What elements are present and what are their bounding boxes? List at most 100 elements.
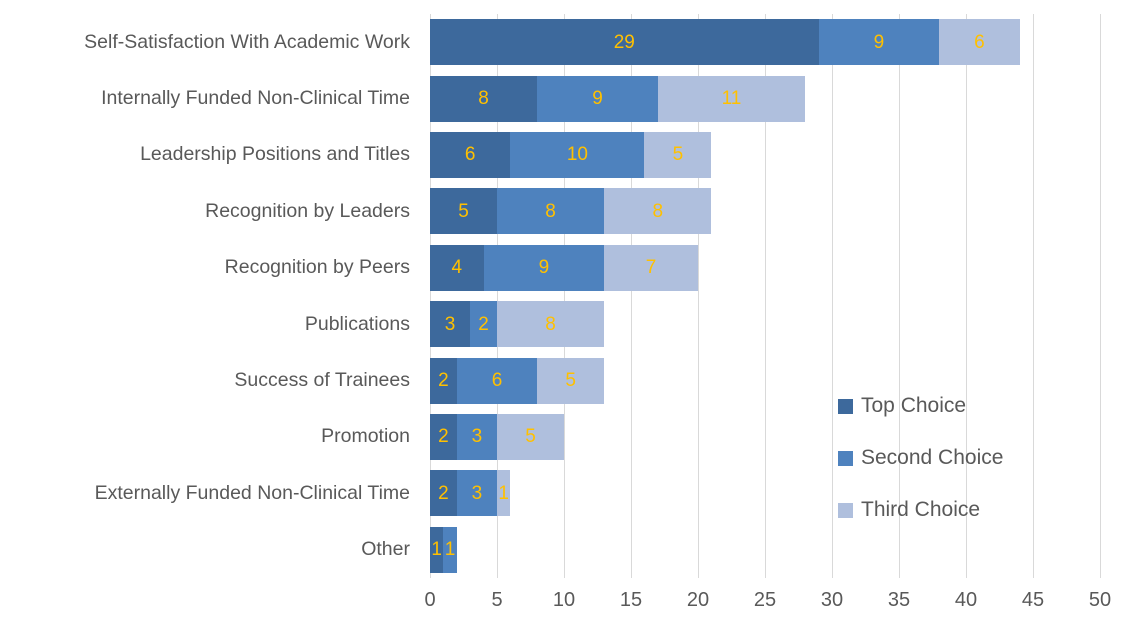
x-tick-label: 25 xyxy=(753,589,777,611)
bar-segment: 11 xyxy=(657,75,806,122)
category-label: Recognition by Peers xyxy=(224,256,410,279)
legend-entry: Second Choice xyxy=(838,446,1003,470)
bars-container: 29 9 6 8 9 11 6 10 5 5 8 8 4 9 7 3 2 8 2 6 5 2 3 5 2 3 1 1 1 xyxy=(430,14,1100,578)
bar-value-label: 3 xyxy=(471,482,483,504)
bar-segment: 8 xyxy=(497,188,605,235)
bar-value-label: 8 xyxy=(652,200,664,222)
category-label: Promotion xyxy=(321,425,410,448)
bar-segment: 8 xyxy=(430,75,538,122)
bar-segment: 5 xyxy=(496,413,564,460)
gridline xyxy=(430,14,431,578)
legend-label: Third Choice xyxy=(861,498,981,521)
bar-value-label: 1 xyxy=(498,482,509,504)
bar-segment: 2 xyxy=(430,470,457,517)
bar-value-label: 2 xyxy=(438,426,449,448)
x-tick-label: 45 xyxy=(1021,589,1045,611)
bar-segment: 10 xyxy=(510,131,645,178)
bar-segment: 5 xyxy=(537,357,605,404)
bar-value-label: 10 xyxy=(566,144,588,166)
legend-label: Second Choice xyxy=(861,446,1004,469)
category-label: Success of Trainees xyxy=(234,369,410,392)
bar-segment: 5 xyxy=(644,131,712,178)
category-label: Internally Funded Non-Clinical Time xyxy=(101,87,410,110)
bar-value-label: 2 xyxy=(478,313,489,335)
plot-area: 29 9 6 8 9 11 6 10 5 5 8 8 4 9 7 3 2 8 2 6 5 2 3 5 2 3 1 1 1 xyxy=(430,14,1101,578)
bar-segment: 29 xyxy=(430,19,819,66)
legend-entry: Top Choice xyxy=(838,394,1003,418)
category-labels-column: Self-Satisfaction With Academic Work Inte… xyxy=(0,14,420,578)
x-tick-label: 10 xyxy=(552,589,576,611)
bar-value-label: 1 xyxy=(431,539,442,561)
category-label: Publications xyxy=(304,312,410,335)
bar-stack: 6 10 5 xyxy=(430,131,712,178)
bar-value-label: 1 xyxy=(444,539,456,561)
x-tick-label: 50 xyxy=(1088,589,1112,611)
bar-segment: 6 xyxy=(456,357,538,404)
bar-segment: 9 xyxy=(483,244,605,291)
gridline xyxy=(1033,14,1034,578)
bar-segment: 9 xyxy=(818,19,940,66)
gridline xyxy=(966,14,967,578)
bar-row: 4 9 7 xyxy=(430,240,1100,296)
bar-value-label: 11 xyxy=(721,88,742,110)
bar-segment: 9 xyxy=(537,75,658,122)
x-tick-label: 30 xyxy=(820,589,844,611)
bar-row: 8 9 11 xyxy=(430,70,1100,126)
bar-row: 29 9 6 xyxy=(430,14,1100,70)
bar-value-label: 29 xyxy=(613,31,635,53)
bar-value-label: 3 xyxy=(444,313,456,335)
gridline xyxy=(765,14,766,578)
bar-segment: 5 xyxy=(430,188,497,235)
bar-value-label: 9 xyxy=(538,257,550,279)
bar-value-label: 8 xyxy=(545,313,556,335)
bar-stack: 8 9 11 xyxy=(430,75,806,122)
bar-value-label: 6 xyxy=(491,370,503,392)
bar-row: 2 6 5 xyxy=(430,352,1100,408)
bar-stack: 5 8 8 xyxy=(430,188,712,235)
category-label: Externally Funded Non-Clinical Time xyxy=(94,481,410,504)
bar-segment: 2 xyxy=(430,413,457,460)
bar-value-label: 5 xyxy=(565,370,576,392)
bar-value-label: 9 xyxy=(873,31,885,53)
bar-stack: 29 9 6 xyxy=(430,19,1020,66)
gridline xyxy=(631,14,632,578)
bar-segment: 1 xyxy=(443,526,457,573)
bar-value-label: 5 xyxy=(525,426,536,448)
bar-value-label: 9 xyxy=(592,88,603,110)
category-label: Other xyxy=(361,538,410,561)
bar-stack: 4 9 7 xyxy=(430,244,698,291)
bar-value-label: 4 xyxy=(451,257,463,279)
legend-label: Top Choice xyxy=(861,394,967,417)
legend-swatch xyxy=(838,502,853,518)
bar-row: 6 10 5 xyxy=(430,127,1100,183)
gridline xyxy=(899,14,900,578)
bar-segment: 8 xyxy=(496,301,605,348)
legend-entry: Third Choice xyxy=(838,498,1003,522)
category-label: Self-Satisfaction With Academic Work xyxy=(84,30,410,53)
bar-value-label: 5 xyxy=(458,200,469,222)
x-tick-label: 20 xyxy=(686,589,710,611)
bar-segment: 2 xyxy=(470,301,497,348)
bar-value-label: 2 xyxy=(438,370,449,392)
category-label: Recognition by Leaders xyxy=(205,199,410,222)
legend: Top Choice Second Choice Third Choice xyxy=(838,394,1003,522)
bar-segment: 3 xyxy=(456,413,497,460)
bar-value-label: 5 xyxy=(672,144,684,166)
bar-value-label: 6 xyxy=(974,31,985,53)
x-tick-label: 35 xyxy=(887,589,911,611)
bar-segment: 4 xyxy=(430,244,484,291)
gridline xyxy=(497,14,498,578)
bar-segment: 7 xyxy=(604,244,698,291)
bar-value-label: 7 xyxy=(645,257,657,279)
legend-swatch xyxy=(838,450,853,466)
bar-segment: 1 xyxy=(496,470,511,517)
